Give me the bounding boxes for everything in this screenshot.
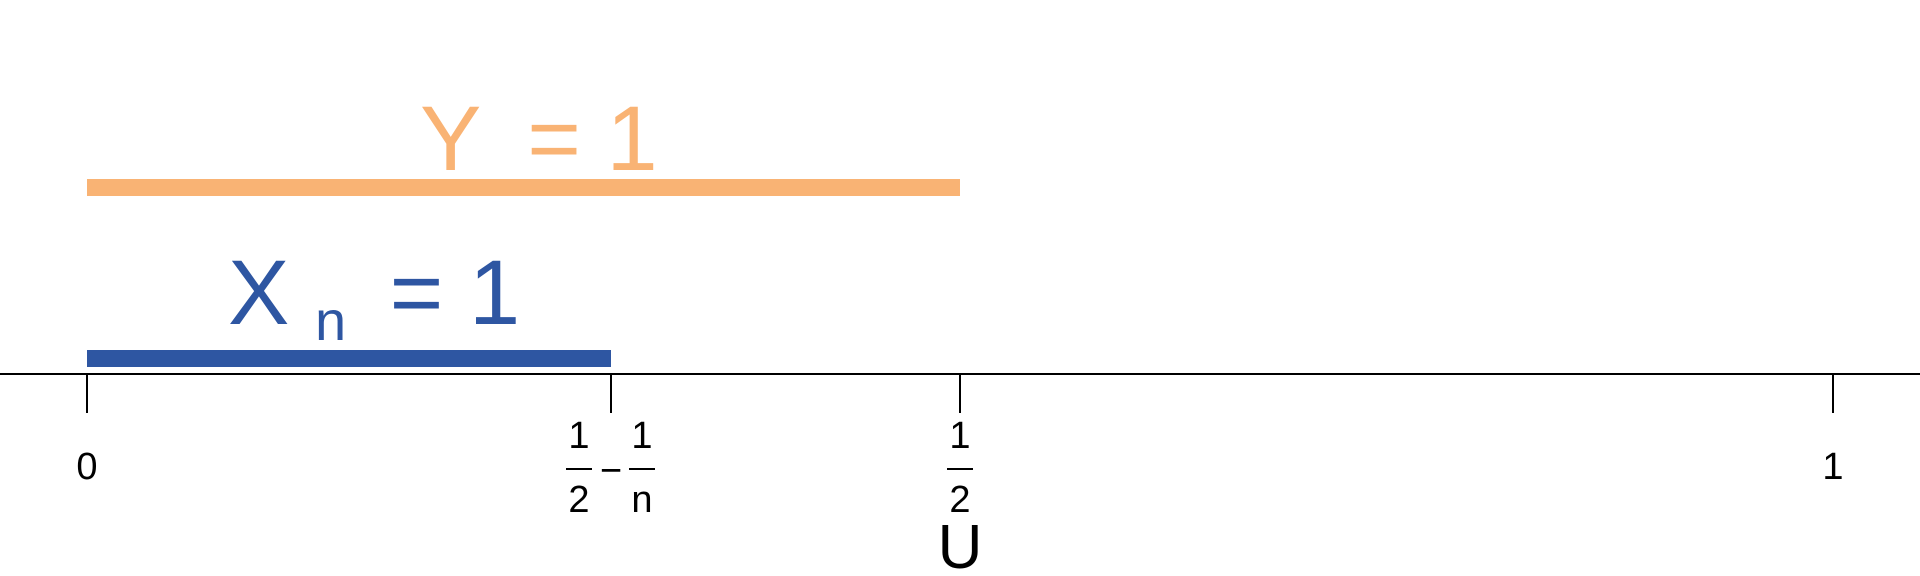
minus-sign: −: [600, 450, 622, 492]
tick-label-half-minus-inverse-n: 1 2 − 1 n: [566, 415, 655, 521]
x-event-variable: X: [228, 242, 289, 344]
x-event-subscript: n: [315, 289, 346, 352]
half-denominator: 2: [949, 479, 970, 521]
axis-name-u: U: [938, 513, 983, 576]
y-event-equals-one: = 1: [527, 88, 657, 190]
frac1-denominator: 2: [568, 479, 589, 521]
tick-label-zero: 0: [76, 446, 97, 488]
x-event-label: X n = 1: [228, 242, 520, 360]
y-event-variable: Y: [420, 88, 480, 190]
frac2-numerator: 1: [631, 415, 652, 457]
x-event-bar: [87, 350, 611, 367]
frac1-numerator: 1: [568, 415, 589, 457]
half-numerator: 1: [949, 415, 970, 457]
tick-label-one: 1: [1822, 446, 1843, 488]
x-event-equals-one: = 1: [390, 242, 520, 344]
tick-label-half: 1 2: [947, 415, 973, 521]
y-event-bar: [87, 179, 960, 196]
y-event-label: Y = 1: [420, 88, 658, 190]
frac2-denominator: n: [631, 479, 652, 521]
